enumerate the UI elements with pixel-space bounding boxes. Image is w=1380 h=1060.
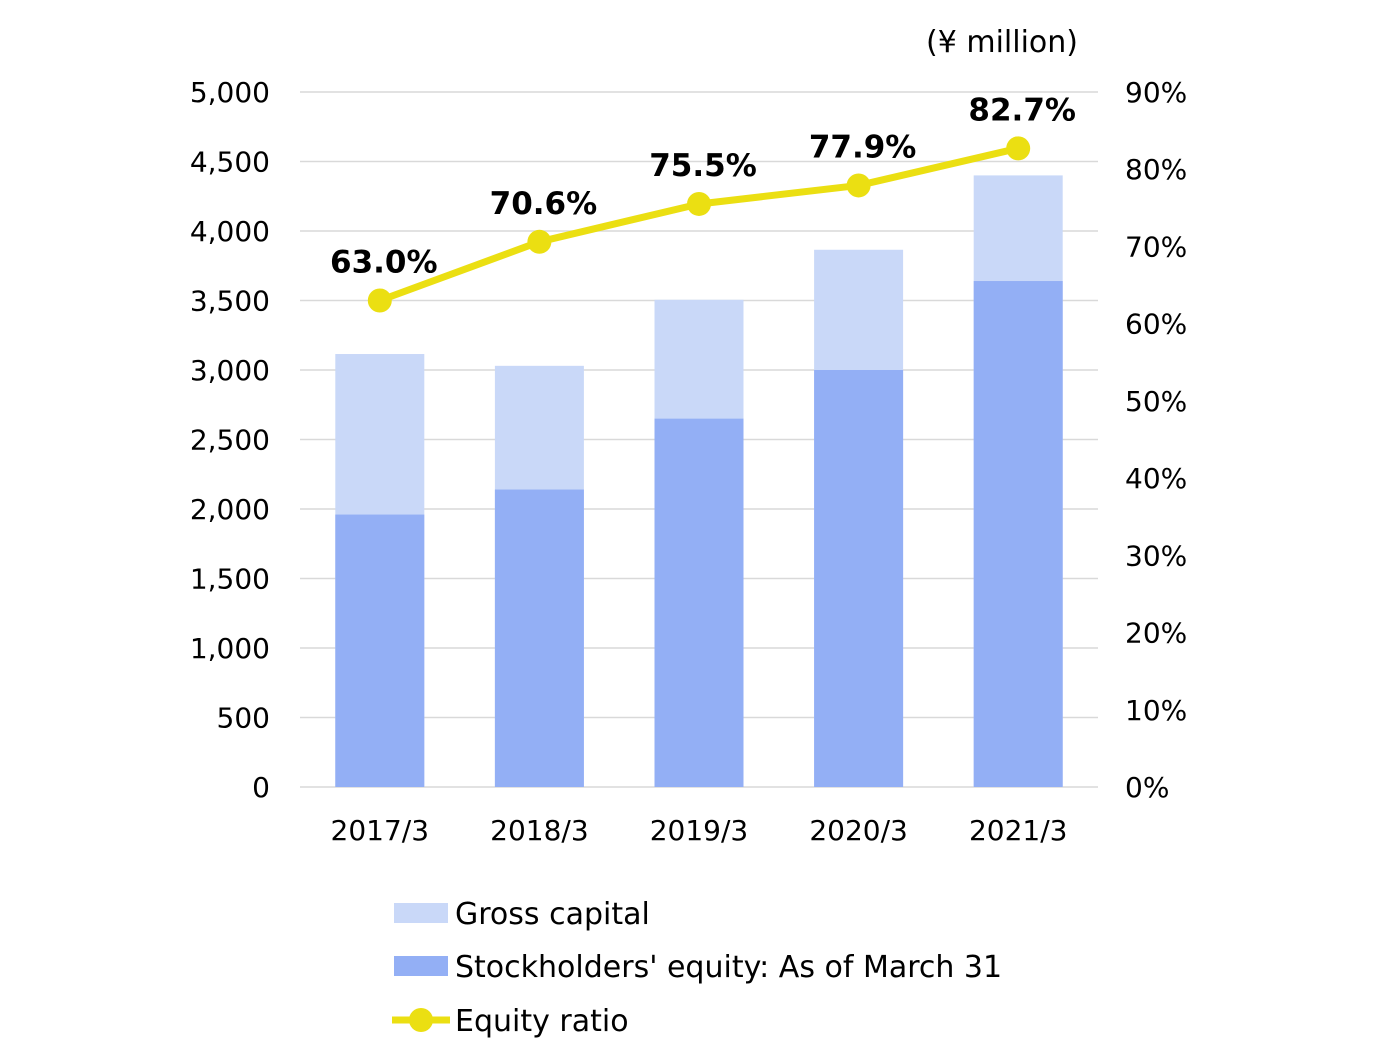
legend-stockholders-equity-label: Stockholders' equity: As of March 31 bbox=[455, 950, 1002, 985]
x-tick-label: 2017/3 bbox=[331, 814, 430, 847]
equity-ratio-marker bbox=[846, 173, 871, 198]
stockholders-equity-bar bbox=[654, 418, 744, 787]
y-right-tick-label: 40% bbox=[1125, 462, 1187, 495]
equity-ratio-marker bbox=[1006, 136, 1031, 161]
x-tick-label: 2019/3 bbox=[650, 814, 749, 847]
legend: Gross capital Stockholders' equity: As of… bbox=[392, 897, 1002, 1039]
equity-ratio-data-label: 77.9% bbox=[809, 129, 917, 165]
y-right-tick-label: 30% bbox=[1125, 539, 1187, 572]
x-tick-label: 2018/3 bbox=[490, 814, 589, 847]
y-left-tick-label: 5,000 bbox=[190, 76, 270, 109]
y-right-tick-label: 50% bbox=[1125, 385, 1187, 418]
legend-gross-capital-label: Gross capital bbox=[455, 897, 650, 932]
equity-ratio-line: 63.0% 70.6% 75.5% 77.9% 82.7% bbox=[330, 92, 1076, 313]
y-left-tick-label: 4,000 bbox=[190, 215, 270, 248]
stockholders-equity-bar bbox=[814, 370, 904, 787]
y-left-tick-label: 1,000 bbox=[190, 632, 270, 665]
y-right-tick-label: 70% bbox=[1125, 230, 1187, 263]
stockholders-equity-bar bbox=[335, 514, 425, 787]
equity-ratio-data-label: 75.5% bbox=[649, 148, 757, 184]
bars bbox=[335, 175, 1063, 787]
y-left-tick-label: 3,500 bbox=[190, 285, 270, 318]
unit-label: (¥ million) bbox=[926, 25, 1078, 60]
y-right-tick-label: 60% bbox=[1125, 308, 1187, 341]
y-left-tick-label: 0 bbox=[252, 771, 270, 804]
x-tick-label: 2021/3 bbox=[969, 814, 1068, 847]
y-left-tick-label: 2,500 bbox=[190, 424, 270, 457]
equity-ratio-marker bbox=[527, 229, 552, 254]
y-right-tick-label: 90% bbox=[1125, 76, 1187, 109]
equity-ratio-data-label: 70.6% bbox=[490, 186, 598, 222]
y-left-tick-label: 3,000 bbox=[190, 354, 270, 387]
legend-equity-ratio-label: Equity ratio bbox=[455, 1004, 629, 1039]
y-left-tick-label: 4,500 bbox=[190, 146, 270, 179]
equity-ratio-marker bbox=[687, 191, 711, 216]
y-left-tick-label: 1,500 bbox=[190, 563, 270, 596]
y-left-tick-label: 2,000 bbox=[190, 493, 270, 526]
equity-ratio-marker bbox=[367, 288, 392, 313]
y-right-tick-label: 0% bbox=[1125, 771, 1169, 804]
y-right-tick-label: 20% bbox=[1125, 617, 1187, 650]
stockholders-equity-bar bbox=[973, 281, 1063, 787]
equity-ratio-data-label: 63.0% bbox=[330, 245, 438, 281]
equity-ratio-data-label: 82.7% bbox=[968, 92, 1076, 128]
axis-labels: 0 500 1,000 1,500 2,000 2,500 3,000 3,500 4,000 4… bbox=[190, 76, 1187, 847]
y-left-tick-label: 500 bbox=[217, 702, 270, 735]
y-right-tick-label: 80% bbox=[1125, 153, 1187, 186]
legend-equity-ratio-swatch-marker bbox=[409, 1008, 433, 1032]
y-right-tick-label: 10% bbox=[1125, 694, 1187, 727]
legend-gross-capital-swatch bbox=[394, 903, 448, 923]
stockholders-equity-bar bbox=[494, 489, 584, 787]
legend-stockholders-equity-swatch bbox=[394, 956, 448, 976]
x-tick-label: 2020/3 bbox=[809, 814, 908, 847]
